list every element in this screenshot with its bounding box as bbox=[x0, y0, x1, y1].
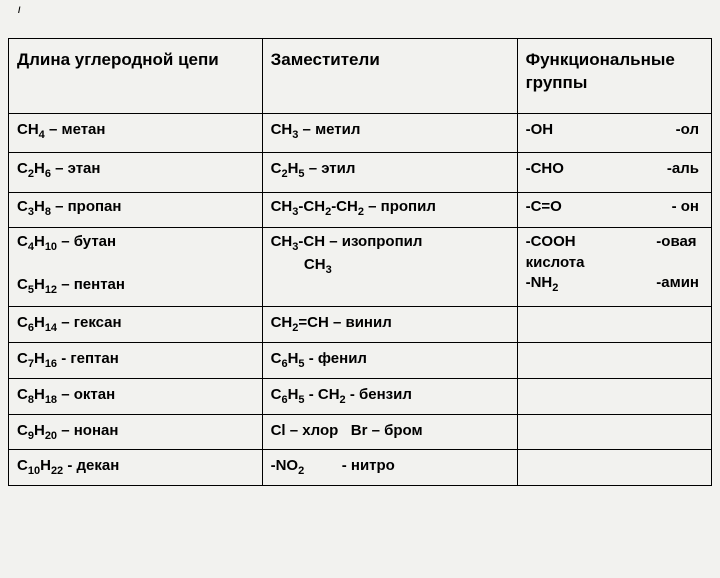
cell-chain: C9H20 – нонан bbox=[9, 414, 263, 450]
cell-subst: C6H5 - CH2 - бензил bbox=[262, 378, 517, 414]
table-row: C2H6 – этан C2H5 – этил -CHO-аль bbox=[9, 153, 712, 193]
cell-chain: C10H22 - декан bbox=[9, 450, 263, 486]
cell-chain: CH4 – метан bbox=[9, 113, 263, 153]
cell-subst: C2H5 – этил bbox=[262, 153, 517, 193]
cell-chain: C6H14 – гексан bbox=[9, 306, 263, 342]
cell-func: -C=O- он bbox=[517, 192, 711, 228]
cell-chain: C7H16 - гептан bbox=[9, 342, 263, 378]
cell-func bbox=[517, 306, 711, 342]
cell-func: -OH-ол bbox=[517, 113, 711, 153]
cell-subst: -NO2 - нитро bbox=[262, 450, 517, 486]
table-row: C10H22 - декан -NO2 - нитро bbox=[9, 450, 712, 486]
cell-subst: Cl – хлор Br – бром bbox=[262, 414, 517, 450]
page-mark: / bbox=[18, 5, 21, 15]
cell-func bbox=[517, 378, 711, 414]
cell-subst: CH2=CH – винил bbox=[262, 306, 517, 342]
cell-subst: CH3-CH2-CH2 – пропил bbox=[262, 192, 517, 228]
cell-subst: C6H5 - фенил bbox=[262, 342, 517, 378]
cell-subst: CH3-CH – изопропил CH3 bbox=[262, 228, 517, 307]
cell-func: -CHO-аль bbox=[517, 153, 711, 193]
table-row: C7H16 - гептан C6H5 - фенил bbox=[9, 342, 712, 378]
cell-subst: CH3 – метил bbox=[262, 113, 517, 153]
cell-func bbox=[517, 342, 711, 378]
cell-chain: C3H8 – пропан bbox=[9, 192, 263, 228]
header-substituents: Заместители bbox=[262, 39, 517, 114]
table-row: C3H8 – пропан CH3-CH2-CH2 – пропил -C=O-… bbox=[9, 192, 712, 228]
cell-chain: C2H6 – этан bbox=[9, 153, 263, 193]
table-row: C6H14 – гексан CH2=CH – винил bbox=[9, 306, 712, 342]
table-row: C4H10 – бутанC5H12 – пентан CH3-CH – изо… bbox=[9, 228, 712, 307]
header-chain-length: Длина углеродной цепи bbox=[9, 39, 263, 114]
cell-chain: C4H10 – бутанC5H12 – пентан bbox=[9, 228, 263, 307]
cell-func bbox=[517, 450, 711, 486]
nomenclature-table: Длина углеродной цепи Заместители Функци… bbox=[8, 38, 712, 486]
header-functional-groups: Функциональные группы bbox=[517, 39, 711, 114]
table-row: C8H18 – октан C6H5 - CH2 - бензил bbox=[9, 378, 712, 414]
table-row: CH4 – метан CH3 – метил -OH-ол bbox=[9, 113, 712, 153]
table-header-row: Длина углеродной цепи Заместители Функци… bbox=[9, 39, 712, 114]
cell-func: -COOHкислота-NH2-овая -амин bbox=[517, 228, 711, 307]
cell-chain: C8H18 – октан bbox=[9, 378, 263, 414]
table-row: C9H20 – нонан Cl – хлор Br – бром bbox=[9, 414, 712, 450]
cell-func bbox=[517, 414, 711, 450]
